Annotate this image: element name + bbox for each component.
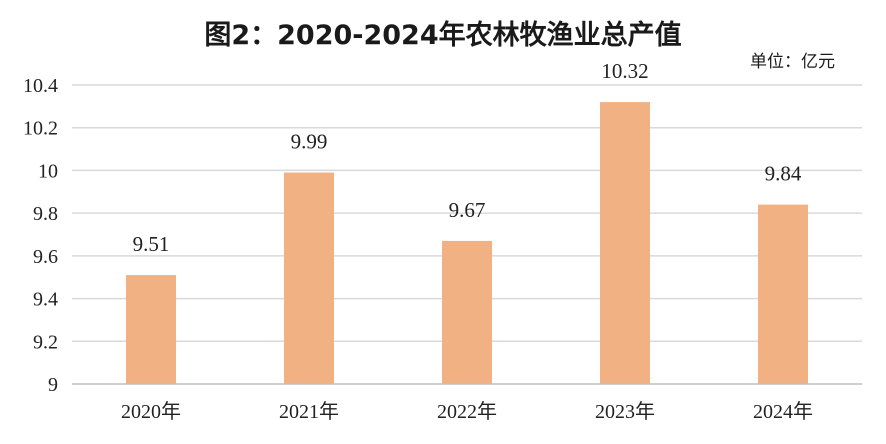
bars	[126, 102, 808, 384]
x-tick-label: 2020年	[121, 400, 181, 423]
data-label: 9.99	[291, 130, 328, 154]
y-tick-label: 9.4	[33, 289, 58, 311]
data-label: 9.67	[449, 198, 486, 222]
y-tick-label: 9	[48, 374, 58, 396]
bar	[758, 204, 808, 384]
y-tick-label: 9.8	[33, 203, 58, 225]
y-tick-label: 9.6	[33, 246, 58, 268]
x-tick-label: 2021年	[279, 400, 339, 423]
data-label: 9.51	[133, 232, 170, 256]
x-tick-label: 2022年	[437, 400, 497, 423]
x-tick-label: 2024年	[753, 400, 813, 423]
chart-title: 图2：2020-2024年农林牧渔业总产值	[204, 19, 681, 51]
bar	[284, 172, 334, 384]
y-tick-labels: 9 9.2 9.4 9.6 9.8 10 10.2 10.4	[23, 75, 58, 396]
unit-label: 单位：亿元	[750, 52, 835, 72]
y-tick-label: 10.4	[23, 75, 58, 97]
y-tick-label: 10	[38, 160, 58, 182]
y-tick-label: 10.2	[23, 118, 58, 140]
x-tick-labels: 2020年 2021年 2022年 2023年 2024年	[121, 400, 813, 423]
data-label: 9.84	[765, 162, 802, 186]
x-tick-label: 2023年	[595, 400, 655, 423]
bar	[126, 275, 176, 384]
bar	[600, 102, 650, 384]
bar	[442, 240, 492, 384]
data-labels: 9.51 9.99 9.67 10.32 9.84	[133, 59, 802, 256]
y-tick-label: 9.2	[33, 331, 58, 353]
data-label: 10.32	[601, 59, 648, 83]
